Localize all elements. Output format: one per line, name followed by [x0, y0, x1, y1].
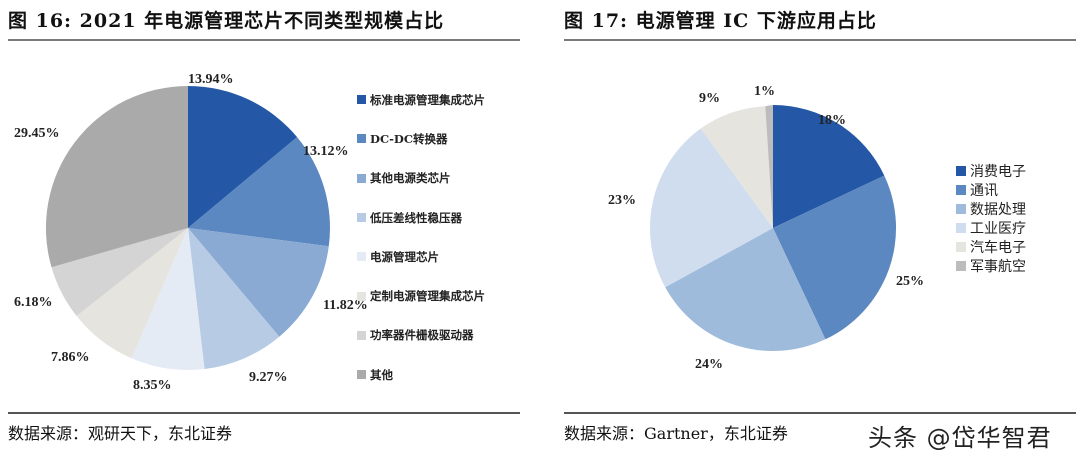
legend-label: 汽车电子	[970, 239, 1026, 256]
figure-17-panel: 图 17: 电源管理 IC 下游应用占比 18% 25% 24% 23% 9% …	[540, 0, 1080, 469]
legend-swatch	[357, 213, 366, 223]
title-divider	[8, 39, 520, 41]
pie-slice-data-processing	[665, 228, 826, 352]
legend-item: 电源管理芯片	[357, 237, 485, 276]
legend-item: 军事航空	[956, 256, 1026, 275]
data-label: 13.94%	[188, 72, 234, 87]
data-label: 23%	[608, 193, 636, 208]
data-label: 7.86%	[51, 350, 90, 365]
legend-item: 工业医疗	[956, 218, 1026, 237]
pie-slice-pm-chip	[131, 228, 205, 370]
legend-swatch	[357, 370, 366, 380]
pie-slice-automotive	[700, 106, 773, 228]
pie-slices	[45, 85, 330, 370]
figure-17-source: 数据来源：Gartner，东北证券	[564, 424, 788, 443]
data-label: 9.27%	[249, 370, 288, 385]
legend-label: 电源管理芯片	[370, 249, 439, 264]
figure-16-legend: 标准电源管理集成芯片 DC-DC转换器 其他电源类芯片 低压差线性稳压器 电源管…	[357, 80, 485, 394]
legend-item: 标准电源管理集成芯片	[357, 80, 485, 119]
data-label: 24%	[695, 357, 723, 372]
pie-slice-consumer-electronics	[773, 105, 885, 228]
legend-label: 通讯	[970, 182, 998, 199]
legend-swatch	[956, 241, 966, 252]
legend-item: 通讯	[956, 180, 1026, 199]
data-label: 8.35%	[133, 378, 172, 393]
legend-label: 数据处理	[970, 201, 1026, 218]
legend-swatch	[956, 165, 966, 176]
legend-swatch	[956, 222, 966, 233]
pie-slice-custom-pmic	[76, 228, 188, 359]
pie-slice-military-aerospace	[765, 105, 773, 228]
legend-label: 定制电源管理集成芯片	[370, 289, 485, 304]
legend-swatch	[956, 260, 966, 271]
pie-slice-standard-pmic	[188, 86, 298, 228]
legend-swatch	[357, 330, 366, 340]
legend-swatch	[357, 134, 366, 144]
source-divider	[564, 412, 1076, 414]
pie-data-labels: 18% 25% 24% 23% 9% 1%	[608, 84, 924, 372]
legend-label: 标准电源管理集成芯片	[370, 92, 485, 107]
legend-item: 汽车电子	[956, 237, 1026, 256]
pie-slices	[649, 105, 897, 352]
title-divider	[564, 39, 1076, 41]
data-label: 6.18%	[14, 295, 53, 310]
pie-slice-industrial-medical	[649, 128, 773, 288]
legend-label: 其他电源类芯片	[370, 171, 451, 186]
legend-item: 消费电子	[956, 161, 1026, 180]
legend-swatch	[357, 291, 366, 301]
figure-17-title: 图 17: 电源管理 IC 下游应用占比	[564, 10, 877, 32]
data-label: 25%	[896, 274, 924, 289]
data-label: 11.82%	[323, 298, 368, 313]
legend-label: 消费电子	[970, 163, 1026, 180]
figure-17-pie-chart: 18% 25% 24% 23% 9% 1%	[608, 84, 924, 372]
watermark: 头条 @岱华智君	[868, 424, 1052, 452]
legend-label: 工业医疗	[970, 220, 1026, 237]
data-label: 13.12%	[303, 144, 349, 159]
source-divider	[8, 412, 520, 414]
pie-slice-other	[45, 85, 189, 268]
pie-slice-communications	[773, 175, 897, 340]
pie-data-labels: 13.94% 13.12% 11.82% 9.27% 8.35% 7.86% 6…	[14, 72, 368, 393]
data-label: 18%	[818, 113, 846, 128]
figure-17-legend: 消费电子 通讯 数据处理 工业医疗 汽车电子 军事航空	[956, 161, 1026, 275]
legend-swatch	[956, 203, 966, 214]
data-label: 9%	[699, 91, 720, 106]
figure-16-title: 图 16: 2021 年电源管理芯片不同类型规模占比	[8, 10, 445, 32]
pie-slice-other-power-chips	[188, 228, 329, 337]
legend-swatch	[956, 184, 966, 195]
legend-item: DC-DC转换器	[357, 119, 485, 158]
legend-label: DC-DC转换器	[370, 131, 448, 146]
legend-label: 其他	[370, 367, 393, 382]
legend-swatch	[357, 95, 366, 105]
legend-item: 功率器件栅极驱动器	[357, 316, 485, 355]
legend-item: 其他	[357, 355, 485, 394]
pie-slice-gate-driver	[51, 228, 188, 316]
legend-swatch	[357, 252, 366, 262]
legend-label: 军事航空	[970, 258, 1026, 275]
legend-label: 功率器件栅极驱动器	[370, 328, 474, 343]
legend-swatch	[357, 173, 366, 183]
figure-16-panel: 图 16: 2021 年电源管理芯片不同类型规模占比 13.94% 13.12%…	[8, 10, 520, 443]
legend-item: 数据处理	[956, 199, 1026, 218]
data-label: 1%	[754, 84, 775, 99]
legend-item: 其他电源类芯片	[357, 159, 485, 198]
figure-16-pie-chart: 13.94% 13.12% 11.82% 9.27% 8.35% 7.86% 6…	[14, 72, 368, 393]
legend-label: 低压差线性稳压器	[370, 210, 462, 225]
figure-16-source: 数据来源：观研天下，东北证券	[8, 424, 233, 443]
pie-slice-ldo	[188, 228, 280, 369]
legend-item: 定制电源管理集成芯片	[357, 276, 485, 315]
pie-slice-dc-dc	[188, 137, 330, 247]
data-label: 29.45%	[14, 126, 60, 141]
legend-item: 低压差线性稳压器	[357, 198, 485, 237]
